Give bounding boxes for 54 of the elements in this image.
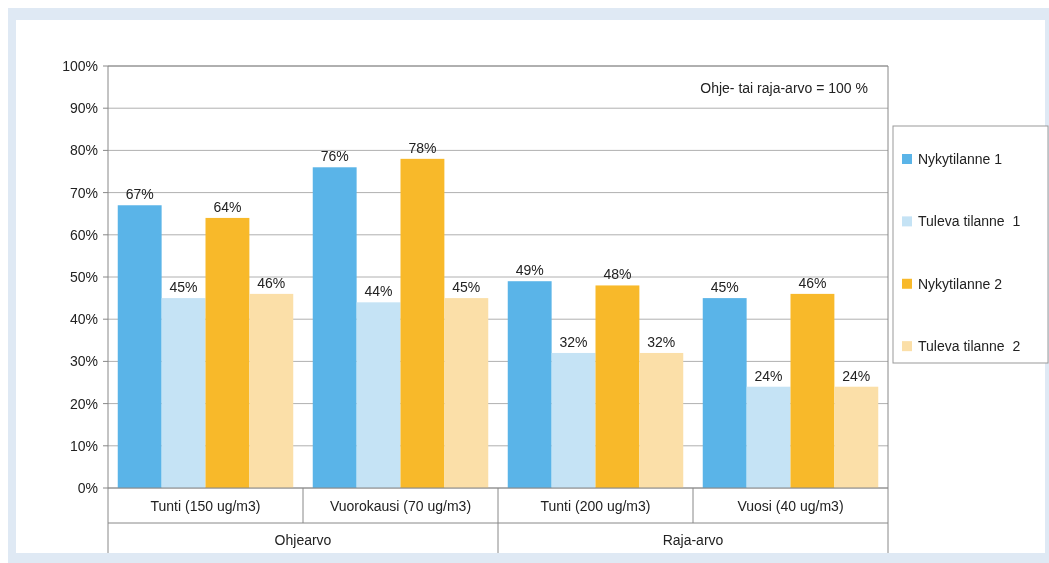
legend-label: Nykytilanne 2	[918, 275, 1003, 292]
y-tick-label: 20%	[69, 395, 98, 412]
x-tick-label: Vuorokausi (70 ug/m3)	[329, 497, 472, 514]
y-tick-label: 100%	[62, 57, 98, 74]
bar	[790, 293, 835, 488]
text: Ohjearvo	[274, 531, 332, 548]
bar	[834, 386, 879, 488]
bar	[356, 302, 401, 488]
y-tick-label: 40%	[69, 311, 98, 328]
data-label: 46%	[798, 274, 827, 291]
y-tick-label: 10%	[69, 437, 98, 454]
bar	[117, 205, 162, 488]
bar	[746, 386, 791, 488]
y-tick-label: 60%	[69, 226, 98, 243]
text: Raja-arvo	[662, 531, 724, 548]
data-label: 24%	[842, 367, 871, 384]
annotation: Ohje- tai raja-arvo = 100 %	[700, 79, 868, 96]
bar	[444, 298, 489, 488]
x-tick-label: Tunti (200 ug/m3)	[540, 497, 651, 514]
y-tick-label: 30%	[69, 353, 98, 370]
data-label: 46%	[257, 274, 286, 291]
data-label: 45%	[710, 279, 739, 296]
legend-label: Tuleva tilanne 1	[918, 213, 1021, 230]
data-label: 67%	[125, 186, 154, 203]
data-label: 48%	[603, 266, 632, 283]
y-tick-label: 90%	[69, 100, 98, 117]
legend-label: Nykytilanne 1	[918, 150, 1003, 167]
data-label: 64%	[213, 198, 242, 215]
bar	[507, 281, 552, 488]
data-label: 32%	[559, 333, 588, 350]
bar	[400, 158, 445, 488]
data-label: 78%	[408, 139, 437, 156]
data-label: 76%	[320, 148, 349, 165]
bar	[312, 167, 357, 488]
data-label: 24%	[754, 367, 783, 384]
y-tick-label: 80%	[69, 142, 98, 159]
y-tick-label: 0%	[77, 479, 98, 496]
data-label: 45%	[169, 279, 198, 296]
data-label: 45%	[452, 279, 481, 296]
data-label: 44%	[364, 283, 393, 300]
bar	[639, 352, 684, 488]
y-tick-label: 70%	[69, 184, 98, 201]
y-tick-label: 50%	[69, 268, 98, 285]
x-tick-label: Tunti (150 ug/m3)	[150, 497, 261, 514]
data-label: 32%	[647, 333, 676, 350]
bar	[551, 352, 596, 488]
bar	[161, 298, 206, 488]
legend-label: Tuleva tilanne 2	[918, 338, 1021, 355]
x-tick-label: Vuosi (40 ug/m3)	[737, 497, 844, 514]
data-label: 49%	[515, 262, 544, 279]
bar	[249, 293, 294, 488]
bar	[702, 298, 747, 488]
bar	[595, 285, 640, 488]
bar	[205, 217, 250, 488]
